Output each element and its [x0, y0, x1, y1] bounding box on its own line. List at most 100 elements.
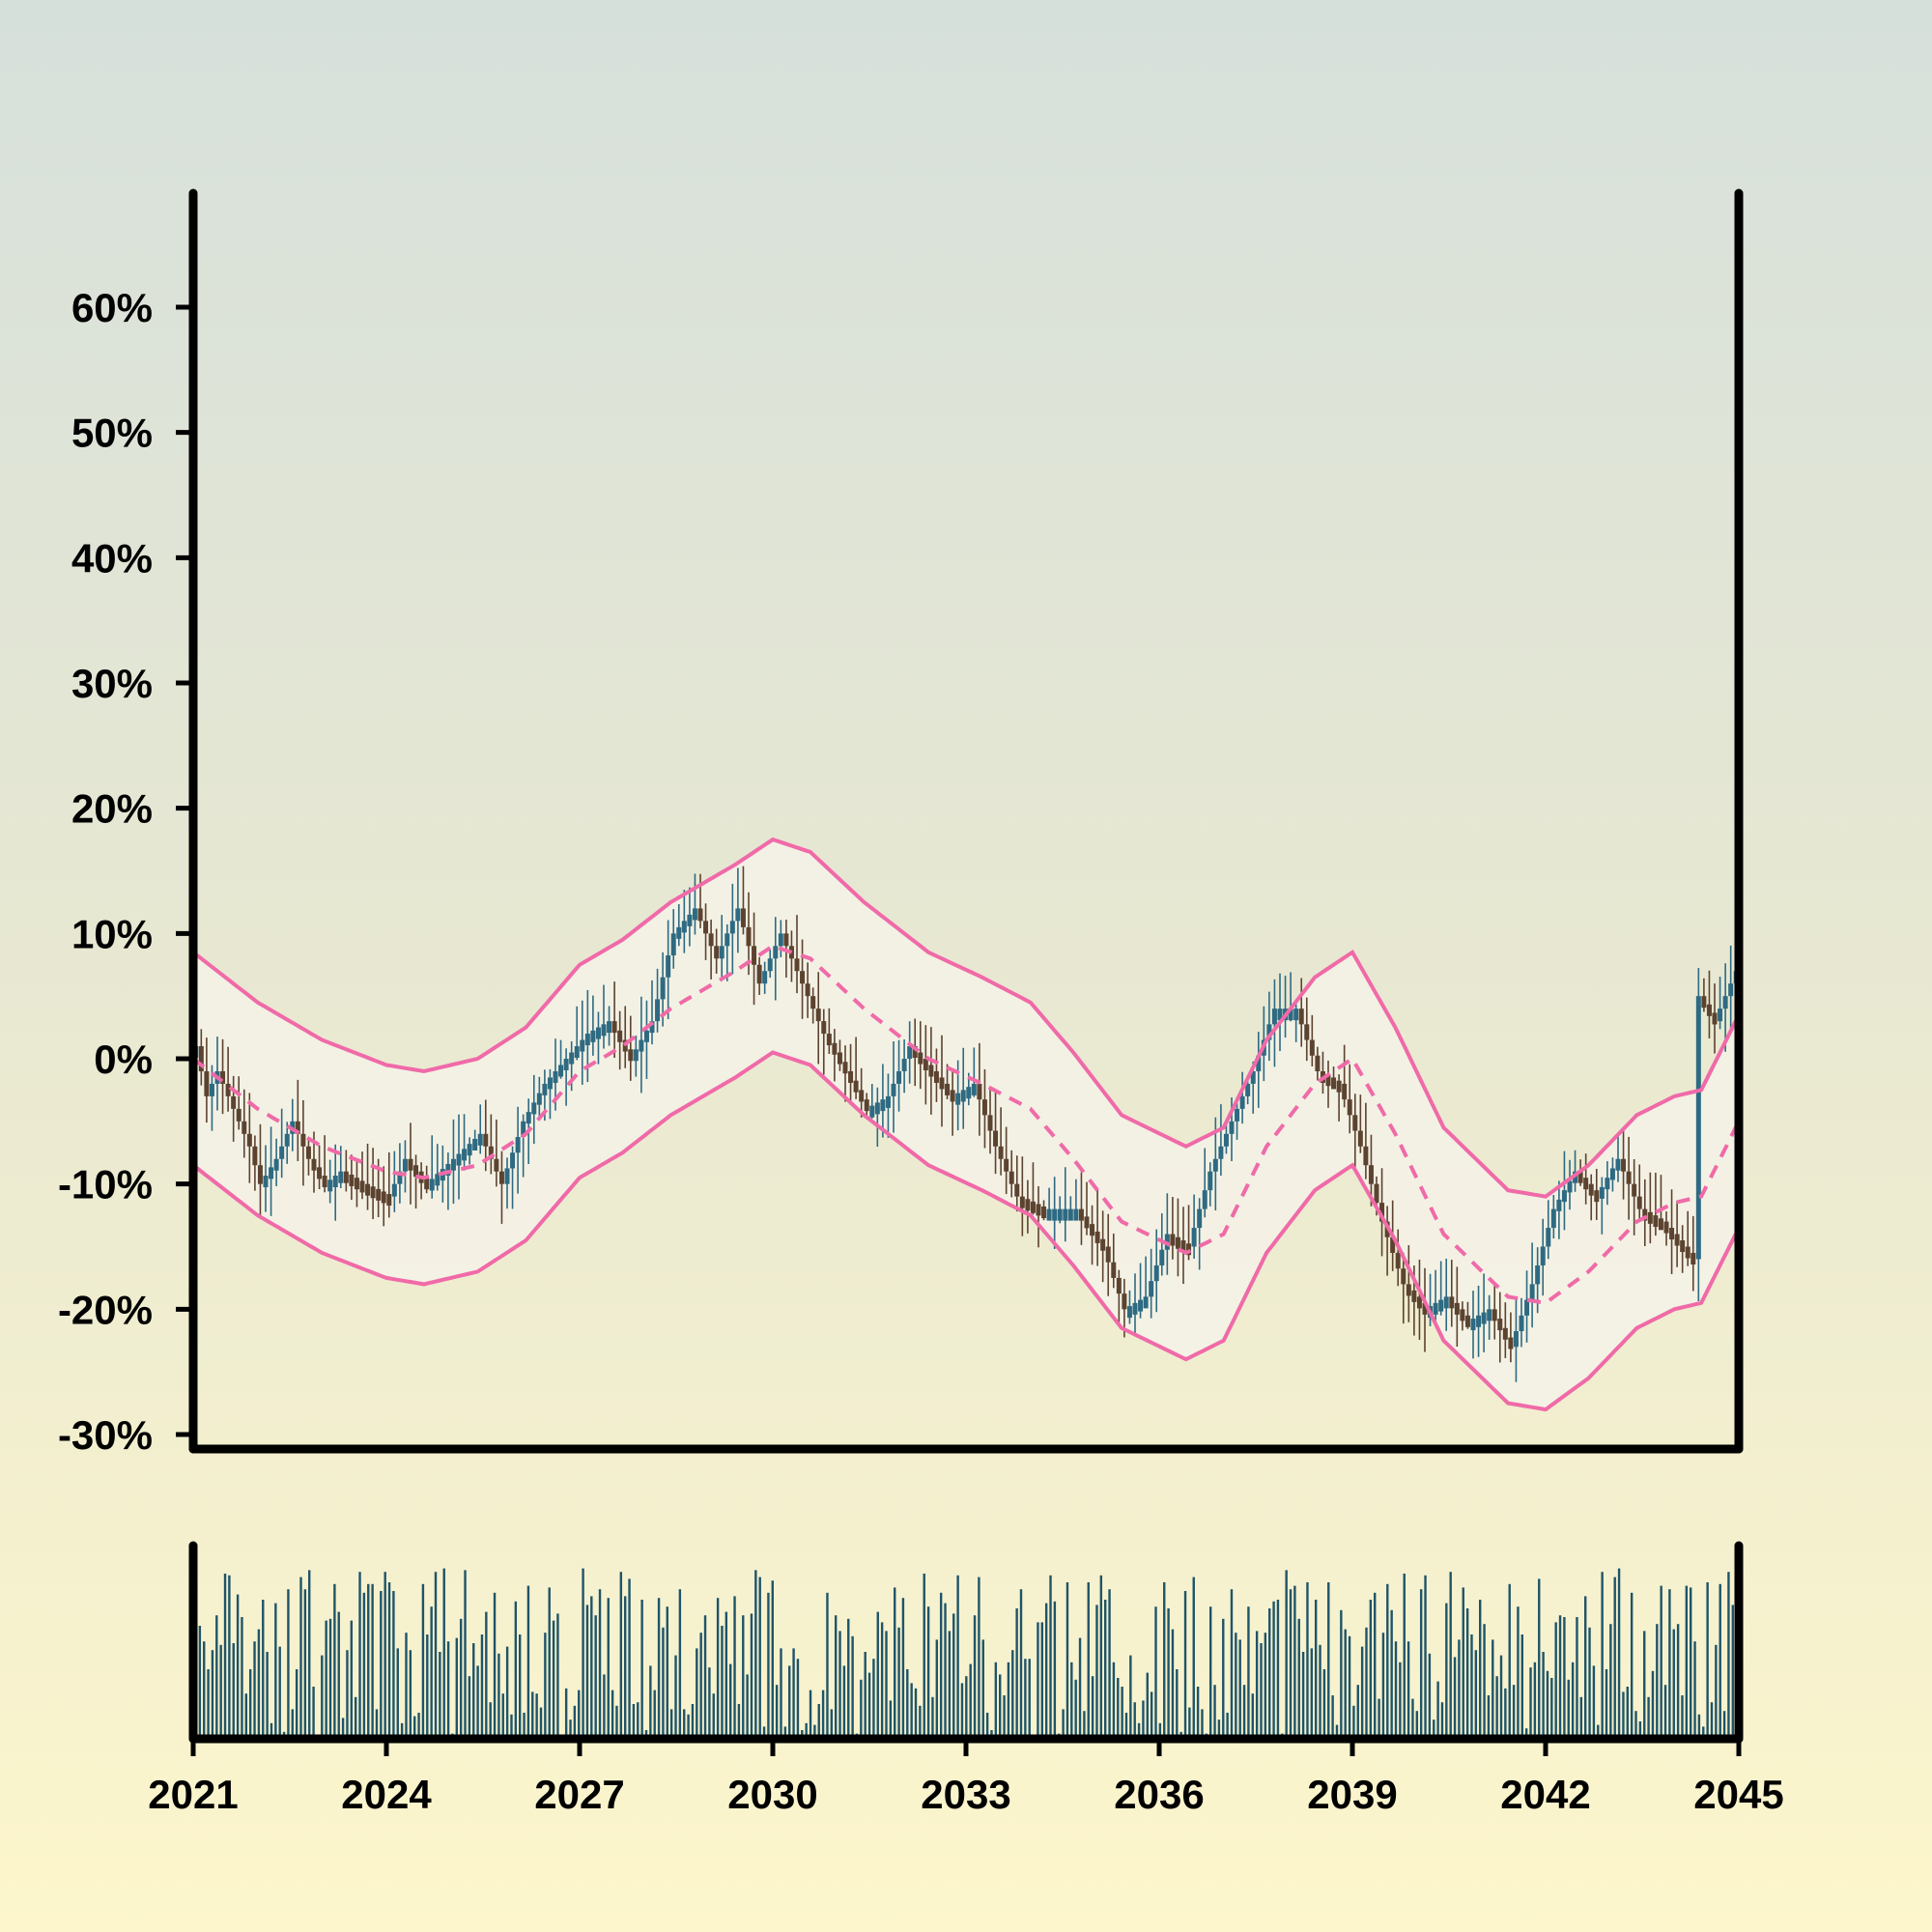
candle-body	[805, 983, 810, 997]
volume-bar	[1103, 1600, 1107, 1739]
volume-bar	[1638, 1721, 1642, 1739]
candle	[670, 909, 676, 969]
candle-body	[1014, 1183, 1020, 1197]
volume-bar	[1285, 1570, 1288, 1739]
candle	[993, 1092, 999, 1175]
candle	[204, 1037, 210, 1123]
candle-body	[923, 1059, 928, 1070]
candle-body	[477, 1133, 483, 1146]
candle	[1454, 1266, 1460, 1348]
candle-body	[1605, 1178, 1610, 1190]
volume-bar	[1028, 1659, 1031, 1739]
candle	[1588, 1174, 1594, 1221]
candle-body	[584, 1034, 590, 1046]
candle	[1502, 1302, 1508, 1358]
candle-body	[1647, 1211, 1653, 1224]
candle-body	[242, 1121, 247, 1134]
volume-bar	[303, 1589, 307, 1739]
candle	[1336, 1074, 1342, 1122]
volume-bar	[257, 1629, 261, 1739]
candle-body	[1149, 1281, 1154, 1297]
volume-bar	[637, 1702, 639, 1739]
candle-body	[1197, 1208, 1203, 1229]
volume-bar	[1083, 1711, 1086, 1739]
volume-bar	[241, 1617, 243, 1739]
upper-band-line	[191, 837, 1741, 1199]
volume-bar	[1230, 1589, 1234, 1739]
volume-bar	[894, 1587, 896, 1739]
volume-bar	[1601, 1572, 1604, 1739]
candle-body	[655, 999, 661, 1022]
candle-body	[1073, 1208, 1079, 1221]
candle-body	[987, 1115, 993, 1131]
volume-bar	[1504, 1688, 1507, 1739]
candle-body	[1143, 1296, 1149, 1309]
volume-bar	[758, 1577, 761, 1739]
volume-bar	[669, 1709, 673, 1739]
volume-bar	[838, 1631, 841, 1739]
volume-bar	[876, 1611, 879, 1739]
volume-bar	[657, 1598, 661, 1739]
candle-body	[1239, 1095, 1245, 1109]
candle	[1550, 1194, 1556, 1239]
candle-body	[1368, 1165, 1374, 1184]
candle-body	[1476, 1315, 1482, 1327]
candle	[456, 1114, 462, 1200]
x-tick-label: 2024	[341, 1772, 432, 1817]
candle-body	[1004, 1158, 1009, 1172]
volume-bar	[1656, 1624, 1659, 1739]
candle	[472, 1129, 478, 1151]
volume-bar	[906, 1669, 909, 1739]
volume-bar	[969, 1663, 972, 1739]
candlestick-series	[193, 866, 1739, 1382]
candle	[729, 883, 735, 975]
volume-bar	[783, 1726, 787, 1739]
candle	[1395, 1229, 1401, 1287]
volume-bar	[1499, 1655, 1503, 1739]
candle-body	[697, 908, 703, 922]
candle-body	[643, 1030, 649, 1042]
candle	[1019, 1156, 1025, 1236]
volume-bar	[1095, 1605, 1098, 1739]
volume-bar	[1592, 1665, 1596, 1739]
volume-bar	[1411, 1698, 1414, 1739]
volume-bar	[1672, 1629, 1675, 1739]
candle-body	[445, 1163, 451, 1176]
candle-body	[252, 1146, 258, 1166]
candle-body	[842, 1062, 848, 1074]
volume-bar	[1394, 1641, 1398, 1739]
volume-bar	[232, 1643, 235, 1739]
candle	[752, 912, 757, 1006]
y-tick-label: 20%	[71, 786, 153, 832]
volume-bar	[198, 1626, 202, 1739]
candle	[762, 961, 768, 994]
candle	[1636, 1164, 1642, 1220]
candle-body	[467, 1144, 472, 1156]
volume-bar	[716, 1598, 720, 1739]
candle-body	[483, 1133, 489, 1147]
candle	[1046, 1187, 1052, 1221]
volume-bar	[384, 1572, 386, 1739]
candle-body	[370, 1186, 376, 1199]
candle-body	[1357, 1130, 1363, 1147]
candle-body	[901, 1059, 907, 1071]
volume-bar	[1651, 1670, 1655, 1739]
candle-body	[907, 1046, 913, 1059]
volume-bar	[662, 1627, 665, 1739]
volume-bar	[387, 1582, 391, 1739]
candle-body	[590, 1030, 596, 1042]
candle	[987, 1089, 993, 1154]
candle	[1218, 1104, 1224, 1176]
volume-bar	[1479, 1600, 1482, 1739]
candle-body	[1229, 1121, 1235, 1134]
volume-bar	[1660, 1585, 1662, 1739]
candle	[1170, 1197, 1176, 1260]
volume-bar	[796, 1659, 800, 1739]
candle	[617, 1010, 623, 1070]
candle	[945, 1064, 951, 1099]
band-fill	[193, 839, 1739, 1410]
candle-body	[1180, 1240, 1186, 1253]
candle	[477, 1104, 483, 1154]
candle	[864, 1093, 869, 1116]
volume-bar	[417, 1713, 420, 1739]
